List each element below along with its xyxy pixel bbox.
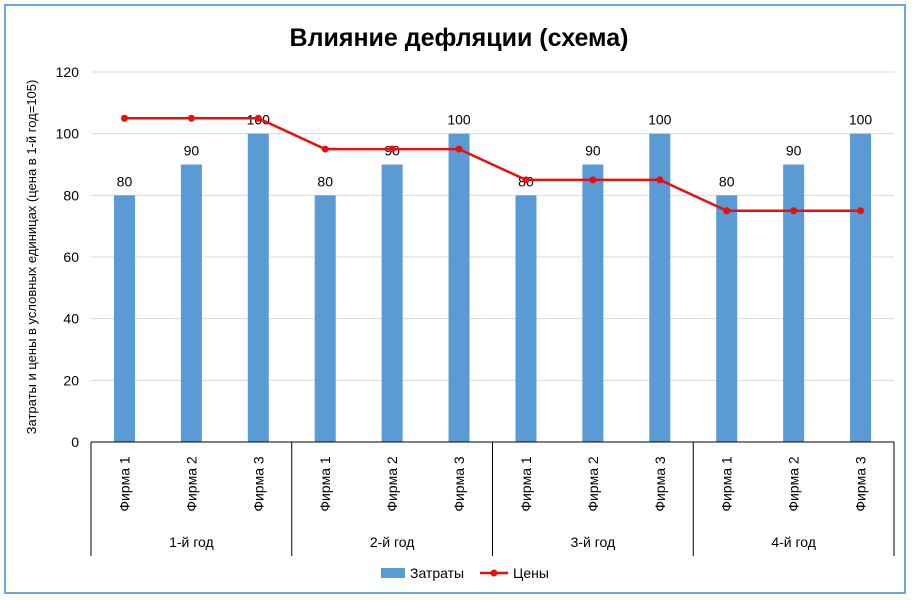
bar [582, 164, 604, 442]
x-category-label: Фирма 3 [451, 456, 467, 512]
y-axis-label: Затраты и цены в условных единицах (цена… [24, 80, 39, 435]
y-tick-label: 100 [56, 126, 80, 142]
x-axis: Фирма 1 Фирма 2 Фирма 3 Фирма 1 Фирма 2 Фирма… [90, 441, 895, 556]
bar [515, 195, 537, 442]
legend-item-line: Цены [480, 565, 549, 581]
x-category-label: Фирма 3 [853, 456, 869, 512]
x-category-label: Фирма 1 [317, 456, 333, 512]
bar [314, 195, 336, 442]
x-group-label: 2-й год [370, 534, 415, 550]
bar-data-label: 90 [585, 143, 601, 159]
price-point [723, 207, 731, 215]
legend-label-line: Цены [513, 565, 549, 581]
bar-data-label: 80 [719, 173, 735, 189]
x-category-label: Фирма 1 [719, 456, 735, 512]
y-tick-label: 40 [63, 311, 79, 327]
bar [850, 133, 872, 442]
bar [649, 133, 671, 442]
price-point [455, 145, 463, 153]
bar [180, 164, 202, 442]
y-tick-label: 120 [56, 64, 80, 80]
x-category-label: Фирма 2 [384, 456, 400, 512]
bar-data-labels: 8090100809010080901008090100 [117, 112, 873, 190]
bar-data-label: 100 [447, 112, 471, 128]
bar-data-label: 80 [317, 173, 333, 189]
x-group-label: 1-й год [169, 534, 214, 550]
price-point [187, 114, 195, 122]
x-category-label: Фирма 2 [585, 456, 601, 512]
bar-series [113, 133, 872, 442]
chart-svg: Влияние дефляции (схема) Затраты и цены … [24, 24, 895, 581]
legend: Затраты Цены [381, 565, 549, 581]
y-tick-label: 60 [63, 249, 79, 265]
x-category-label: Фирма 1 [116, 456, 132, 512]
price-point [522, 176, 530, 184]
x-category-label: Фирма 3 [250, 456, 266, 512]
price-point [388, 145, 396, 153]
price-point [254, 114, 262, 122]
bar [716, 195, 738, 442]
x-category-label: Фирма 3 [652, 456, 668, 512]
bar [381, 164, 403, 442]
y-tick-labels: 0 20 40 60 80 100 120 [56, 64, 80, 450]
legend-label-bars: Затраты [410, 565, 464, 581]
price-point [790, 207, 798, 215]
price-point [589, 176, 597, 184]
bar [783, 164, 805, 442]
x-category-label: Фирма 2 [786, 456, 802, 512]
legend-marker-line [490, 569, 498, 577]
bar [247, 133, 269, 442]
x-category-label: Фирма 1 [518, 456, 534, 512]
price-point [321, 145, 329, 153]
y-tick-label: 20 [63, 372, 79, 388]
y-tick-label: 0 [71, 434, 79, 450]
chart-title: Влияние дефляции (схема) [290, 24, 629, 52]
gridlines [91, 71, 894, 381]
legend-swatch-bars [381, 568, 405, 578]
price-point [656, 176, 664, 184]
y-tick-label: 80 [63, 187, 79, 203]
price-point [857, 207, 865, 215]
bar-data-label: 90 [786, 143, 802, 159]
bar [113, 195, 135, 442]
x-category-label: Фирма 2 [183, 456, 199, 512]
legend-item-bars: Затраты [381, 565, 464, 581]
bar-data-label: 100 [648, 112, 672, 128]
x-group-label: 3-й год [571, 534, 616, 550]
bar-data-label: 90 [184, 143, 200, 159]
line-series [120, 114, 865, 215]
bar [448, 133, 470, 442]
chart-frame: Влияние дефляции (схема) Затраты и цены … [4, 4, 906, 594]
bar-data-label: 100 [849, 112, 873, 128]
price-line [124, 117, 861, 212]
price-point [120, 114, 128, 122]
x-group-label: 4-й год [771, 534, 816, 550]
bar-data-label: 80 [117, 173, 133, 189]
